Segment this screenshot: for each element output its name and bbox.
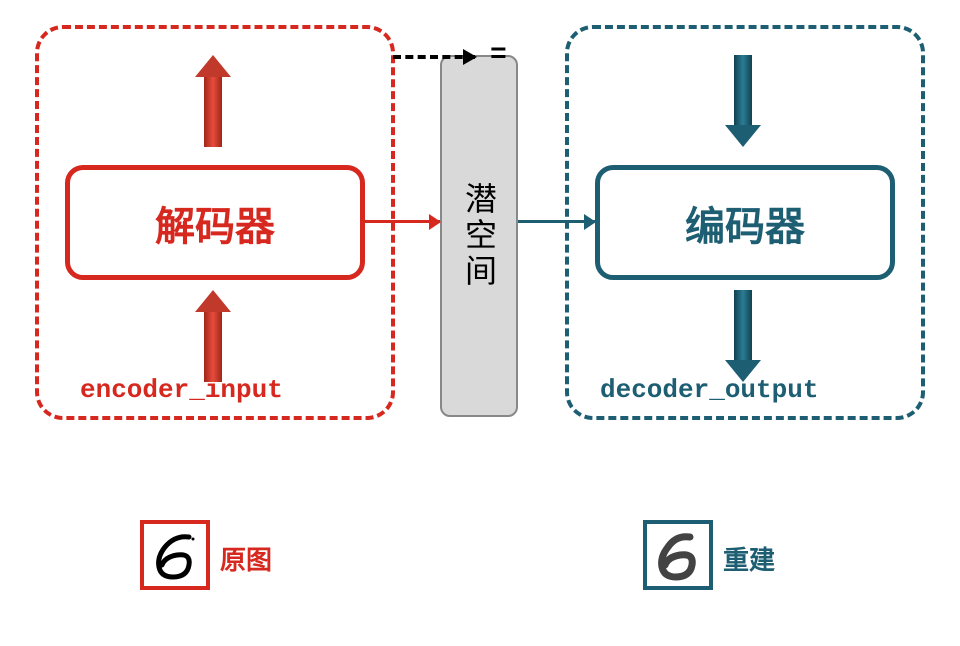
original-digit-label: 原图 (220, 540, 272, 577)
arrow-down-icon (725, 360, 761, 382)
arrow-stem (734, 55, 752, 125)
arrow-right-icon (429, 214, 441, 230)
latent-space-box: 潜空间 (440, 55, 518, 417)
encoder-inner-box: 解码器 (65, 165, 365, 280)
digit-six-icon (149, 529, 201, 581)
connector-latent-to-decoder (518, 220, 595, 223)
decoder-inner-box: 编码器 (595, 165, 895, 280)
latent-label: 潜空间 (456, 182, 502, 290)
connector-encoder-to-latent (365, 220, 440, 223)
arrow-right-icon (584, 214, 596, 230)
arrow-stem (204, 77, 222, 147)
encoder-arrow-top (195, 55, 231, 147)
encoder-code-label: encoder_input (80, 375, 283, 405)
decoder-label: 编码器 (685, 194, 805, 252)
reconstruction-digit-label: 重建 (723, 540, 775, 577)
encoder-arrow-bottom (195, 290, 231, 382)
decoder-arrow-bottom (725, 290, 761, 382)
reconstruction-digit-box (643, 520, 713, 590)
decoder-code-label: decoder_output (600, 375, 818, 405)
encoder-label: 解码器 (155, 194, 275, 252)
arrow-up-icon (195, 55, 231, 77)
z-equals-label: = (490, 40, 507, 71)
arrow-down-icon (725, 125, 761, 147)
digit-six-icon (652, 529, 704, 581)
arrow-stem (734, 290, 752, 360)
original-digit-box (140, 520, 210, 590)
decoder-arrow-top (725, 55, 761, 147)
arrow-right-icon (463, 49, 477, 65)
arrow-up-icon (195, 290, 231, 312)
dashed-arrow-z (393, 55, 475, 59)
arrow-stem (204, 312, 222, 382)
